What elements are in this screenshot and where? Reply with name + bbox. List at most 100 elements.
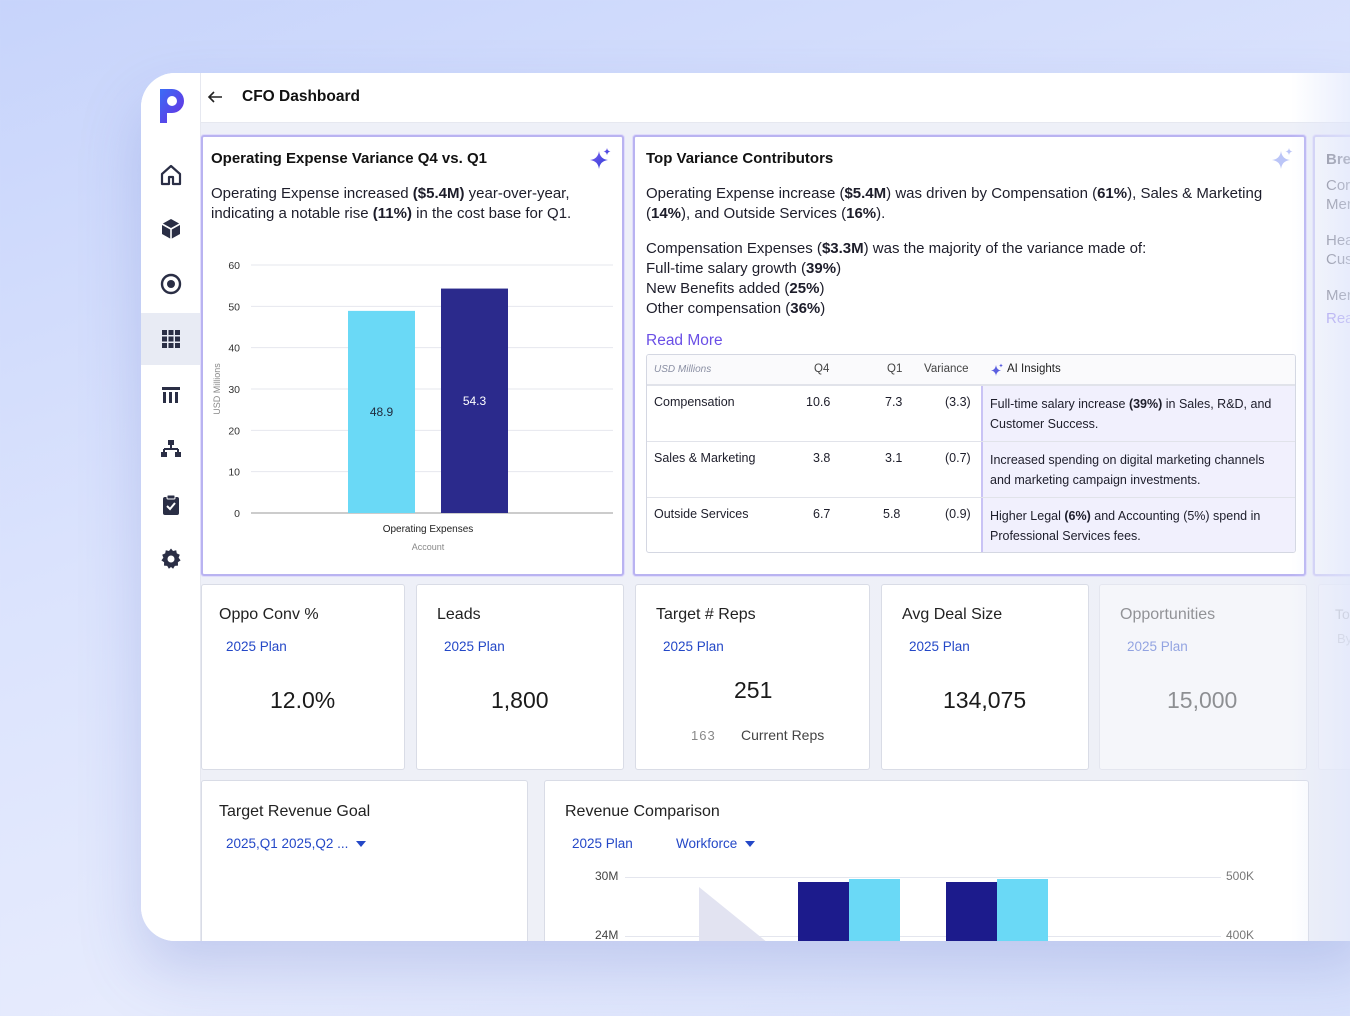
row-variance: (3.3) [945, 395, 971, 409]
dashboard-canvas: Operating Expense Variance Q4 vs. Q1 Ope… [201, 123, 1350, 941]
row-name: Sales & Marketing [654, 451, 756, 465]
read-more-link[interactable]: Read More [646, 332, 723, 349]
partial-line: Cor [1326, 177, 1350, 194]
sidebar-item-hierarchy[interactable] [141, 423, 201, 475]
gridline [625, 936, 1221, 937]
sidebar-item-goals[interactable] [141, 258, 201, 310]
card-title: Target Revenue Goal [219, 803, 371, 820]
app-logo-icon[interactable] [157, 85, 187, 125]
kpi-value: 251 [734, 677, 773, 703]
kpi-value: 12.0% [270, 687, 336, 713]
page-title: CFO Dashboard [242, 88, 360, 105]
kpi-value: 134,075 [943, 687, 1027, 713]
table-row[interactable]: Sales & Marketing 3.8 3.1 (0.7) Increase… [647, 441, 1295, 497]
kpi-card-opportunities[interactable]: Opportunities 2025 Plan 15,000 [1099, 584, 1307, 770]
header-q4[interactable]: Q4 [814, 363, 830, 375]
bar-data-label: 54.3 [463, 394, 487, 408]
home-icon [160, 164, 182, 186]
ai-sparkle-icon[interactable] [1269, 147, 1295, 173]
card-title: Operating Expense Variance Q4 vs. Q1 [211, 150, 487, 167]
ai-sparkle-icon [991, 363, 1003, 376]
sidebar-item-dashboards[interactable] [141, 313, 201, 365]
header-q1[interactable]: Q1 [887, 363, 903, 375]
y-tick-label: 20 [228, 425, 240, 437]
app-window: CFO Dashboard Operating Expense Variance… [141, 73, 1350, 941]
kpi-secondary-label: Current Reps [741, 727, 825, 743]
card-title: Bre [1326, 151, 1350, 168]
sidebar-item-models[interactable] [141, 203, 201, 255]
y-axis-label: USD Millions [212, 363, 222, 415]
row-ai-insight: Higher Legal (6%) and Accounting (5%) sp… [990, 509, 1261, 543]
header-variance[interactable]: Variance [924, 363, 969, 375]
y-tick-right: 400K [1226, 928, 1255, 941]
kpi-title: Opportunities [1120, 606, 1216, 623]
revenue-comparison-card: Revenue Comparison 2025 Plan Workforce 3… [544, 780, 1309, 941]
kpi-scenario: By [1337, 631, 1350, 646]
y-tick-label: 40 [228, 343, 240, 355]
kpi-scenario: 2025 Plan [1127, 639, 1188, 654]
back-arrow-icon[interactable] [207, 89, 223, 105]
grid-icon [162, 330, 180, 348]
row-ai-insight: Increased spending on digital marketing … [990, 453, 1265, 487]
bar [849, 879, 900, 941]
row-variance: (0.9) [945, 507, 971, 521]
header-unit: USD Millions [654, 364, 712, 375]
sidebar-item-home[interactable] [141, 149, 201, 201]
card-title: Top Variance Contributors [646, 150, 834, 167]
y-tick-label: 30 [228, 384, 240, 396]
table-row[interactable]: Compensation 10.6 7.3 (3.3) Full-time sa… [647, 385, 1295, 441]
row-variance: (0.7) [945, 451, 971, 465]
kpi-title: Oppo Conv % [219, 606, 319, 623]
bar-data-label: 48.9 [370, 405, 394, 419]
kpi-card-oppo-conv[interactable]: Oppo Conv % 2025 Plan 12.0% [201, 584, 405, 770]
y-tick-label: 60 [228, 260, 240, 272]
row-q1: 3.1 [885, 451, 903, 465]
sidebar [141, 73, 201, 941]
kpi-scenario: 2025 Plan [663, 639, 724, 654]
workforce-filter-dropdown[interactable]: Workforce [676, 836, 756, 851]
table-row[interactable]: Outside Services 6.7 5.8 (0.9) Higher Le… [647, 497, 1295, 552]
variance-contributors-card: Top Variance Contributors Operating Expe… [633, 135, 1306, 576]
sidebar-item-settings[interactable] [141, 533, 201, 585]
y-tick-left: 30M [595, 869, 619, 883]
bar [997, 879, 1048, 941]
top-bar: CFO Dashboard [201, 73, 1350, 123]
row-ai-insight: Full-time salary increase (39%) in Sales… [990, 397, 1272, 431]
sidebar-item-reports[interactable] [141, 369, 201, 421]
area-shape [699, 887, 766, 941]
row-q1: 7.3 [885, 395, 903, 409]
target-icon [160, 273, 182, 295]
row-name: Outside Services [654, 507, 749, 521]
y-tick-left: 24M [595, 928, 619, 941]
kpi-card-avg-deal-size[interactable]: Avg Deal Size 2025 Plan 134,075 [881, 584, 1089, 770]
row-q1: 5.8 [883, 507, 901, 521]
kpi-value: 15,000 [1167, 687, 1238, 713]
table-header: USD Millions Q4 Q1 Variance AI Insights [647, 355, 1295, 385]
scenario-filter[interactable]: 2025 Plan [572, 836, 633, 851]
ai-insights-column [981, 355, 1295, 552]
kpi-title: Leads [437, 606, 481, 623]
partial-line: Mer [1326, 196, 1350, 213]
kpi-card-partial[interactable]: To By [1318, 584, 1350, 770]
x-tick-label: Operating Expenses [383, 524, 474, 535]
kpi-scenario: 2025 Plan [444, 639, 505, 654]
kpi-value: 1,800 [491, 687, 549, 713]
bar-q1 [348, 310, 415, 513]
kpi-title: To [1335, 606, 1350, 622]
variance-table: USD Millions Q4 Q1 Variance AI Insights … [646, 354, 1296, 553]
read-more-link[interactable]: Rea [1326, 310, 1350, 327]
clipboard-check-icon [163, 494, 179, 515]
row-q4: 3.8 [813, 451, 831, 465]
row-q4: 6.7 [813, 507, 831, 521]
row-name: Compensation [654, 395, 735, 409]
kpi-card-target-reps[interactable]: Target # Reps 2025 Plan 251 163 Current … [635, 584, 870, 770]
partial-line: Cus [1326, 251, 1350, 268]
ai-sparkle-icon[interactable] [587, 147, 613, 173]
chevron-down-icon [356, 841, 367, 848]
compensation-breakdown: Compensation Expenses ($3.3M) was the ma… [646, 240, 1147, 317]
breakdown-card-partial: Bre Cor Mer Hea Cus Mer Rea [1313, 135, 1350, 576]
sidebar-item-tasks[interactable] [141, 479, 201, 531]
period-filter-dropdown[interactable]: 2025,Q1 2025,Q2 ... [226, 836, 367, 851]
kpi-card-leads[interactable]: Leads 2025 Plan 1,800 [416, 584, 624, 770]
kpi-title: Avg Deal Size [902, 606, 1003, 623]
